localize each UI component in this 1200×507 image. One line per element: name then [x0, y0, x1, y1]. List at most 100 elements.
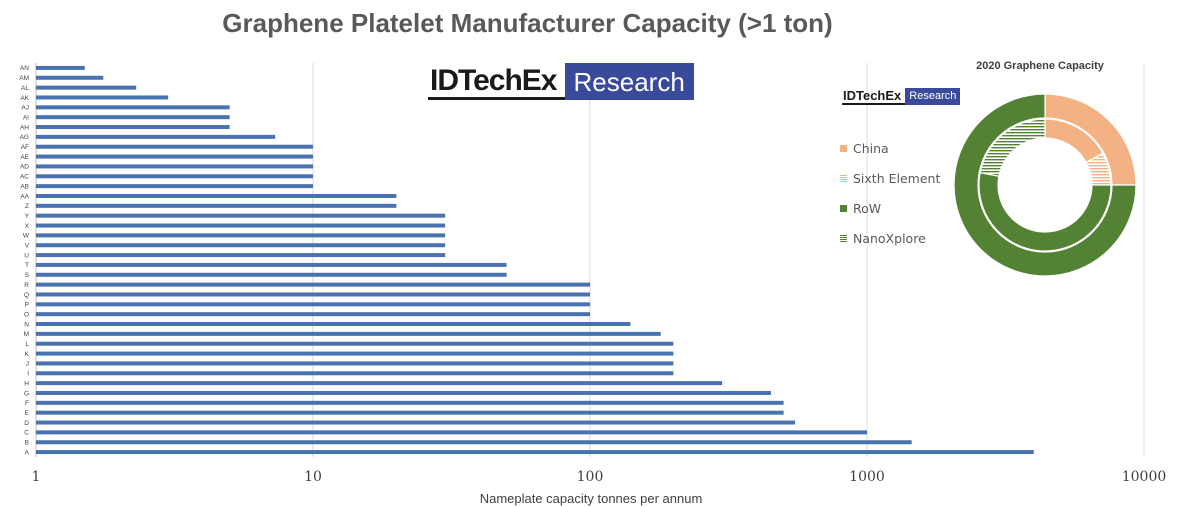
y-tick-label: Q	[24, 292, 29, 299]
y-tick-label: AA	[20, 193, 29, 200]
y-tick-label: AD	[20, 164, 29, 171]
bar-ac	[36, 174, 313, 179]
legend-item-sixth-element: Sixth Element	[840, 163, 940, 193]
y-tick-label: D	[24, 420, 29, 427]
x-axis-label: Nameplate capacity tonnes per annum	[479, 491, 703, 506]
bar-c	[36, 430, 867, 435]
x-tick-label: 1000	[849, 469, 885, 485]
legend-swatch-sixth-element	[840, 174, 847, 182]
y-tick-label: W	[23, 233, 30, 240]
bar-g	[36, 390, 771, 395]
chart-title: Graphene Platelet Manufacturer Capacity …	[222, 8, 833, 38]
bar-f	[36, 400, 784, 405]
bar-h	[36, 381, 723, 386]
bar-an	[36, 65, 85, 70]
bar-o	[36, 312, 590, 317]
y-tick-label: AB	[20, 183, 29, 190]
bar-ah	[36, 125, 230, 130]
idtechex-logo: IDTechEx Research	[428, 63, 694, 100]
y-tick-label: AJ	[21, 105, 29, 112]
bar-am	[36, 75, 104, 80]
bar-y	[36, 213, 446, 218]
bar-p	[36, 302, 590, 307]
bar-x	[36, 223, 446, 228]
legend-swatch-nanoxplore	[840, 234, 847, 242]
y-tick-label: Y	[25, 213, 30, 220]
y-tick-label: L	[25, 341, 29, 348]
bar-ae	[36, 154, 313, 159]
y-tick-label: V	[25, 243, 30, 250]
y-tick-label: R	[24, 282, 29, 289]
bar-d	[36, 420, 796, 425]
y-tick-label: AC	[20, 174, 29, 181]
bar-a	[36, 450, 1034, 455]
x-tick-label: 10	[304, 469, 322, 485]
legend-swatch-china	[840, 144, 847, 152]
legend-label-sixth-element: Sixth Element	[853, 170, 941, 186]
y-tick-label: H	[24, 380, 29, 387]
logo-tag-text: Research	[564, 63, 694, 100]
y-tick-label: AM	[19, 75, 29, 82]
bar-v	[36, 243, 446, 248]
bar-ab	[36, 184, 313, 189]
y-tick-label: AI	[23, 114, 29, 121]
bar-z	[36, 203, 397, 208]
y-tick-label: F	[25, 400, 29, 407]
y-tick-label: Z	[25, 203, 29, 210]
donut-legend: China Sixth Element RoW NanoXplore	[840, 133, 940, 253]
bar-r	[36, 282, 590, 287]
bar-aa	[36, 193, 397, 198]
bar-u	[36, 253, 446, 258]
y-tick-label: AG	[20, 134, 29, 141]
bar-aj	[36, 105, 230, 110]
idtechex-small-logo: IDTechEx Research	[842, 88, 961, 105]
x-tick-label: 10000	[1122, 469, 1167, 485]
y-tick-label: X	[25, 223, 30, 230]
x-tick-label: 1	[32, 469, 41, 485]
bar-e	[36, 410, 784, 415]
y-tick-label: O	[24, 311, 29, 318]
bar-w	[36, 233, 446, 238]
y-tick-label: S	[25, 272, 30, 279]
y-tick-label: E	[25, 410, 30, 417]
y-tick-label: N	[24, 321, 29, 328]
bar-n	[36, 322, 631, 327]
y-tick-label: P	[25, 302, 29, 309]
y-tick-label: G	[24, 390, 29, 397]
y-tick-label: K	[25, 351, 30, 358]
inner-slice-row	[978, 171, 1112, 252]
y-tick-label: AH	[20, 124, 29, 131]
y-tick-label: AK	[20, 95, 29, 102]
y-tick-label: U	[24, 252, 29, 259]
y-tick-label: A	[25, 449, 30, 456]
capacity-donut-chart	[953, 93, 1137, 277]
bar-af	[36, 144, 313, 149]
bar-l	[36, 341, 674, 346]
bar-t	[36, 262, 507, 267]
bar-i	[36, 371, 674, 376]
bar-ad	[36, 164, 313, 169]
legend-swatch-row	[840, 204, 847, 212]
outer-slice-row	[953, 93, 1137, 277]
y-tick-label: I	[27, 371, 29, 378]
bar-m	[36, 331, 661, 336]
legend-label-row: RoW	[853, 200, 882, 216]
y-tick-label: M	[24, 331, 29, 338]
bar-k	[36, 351, 674, 356]
y-tick-label: AL	[21, 85, 29, 92]
y-tick-label: J	[26, 361, 29, 368]
x-tick-label: 100	[577, 469, 604, 485]
bar-ak	[36, 95, 169, 100]
inner-slice-nanoxplore	[979, 118, 1046, 177]
bar-al	[36, 85, 137, 90]
logo-brand-text: IDTechEx	[428, 63, 565, 100]
legend-item-nanoxplore: NanoXplore	[840, 223, 940, 253]
y-tick-label: AE	[20, 154, 29, 161]
bar-q	[36, 292, 590, 297]
bar-ai	[36, 115, 230, 120]
bar-s	[36, 272, 507, 277]
legend-label-china: China	[853, 140, 889, 156]
bar-ag	[36, 134, 276, 139]
bar-b	[36, 440, 912, 445]
